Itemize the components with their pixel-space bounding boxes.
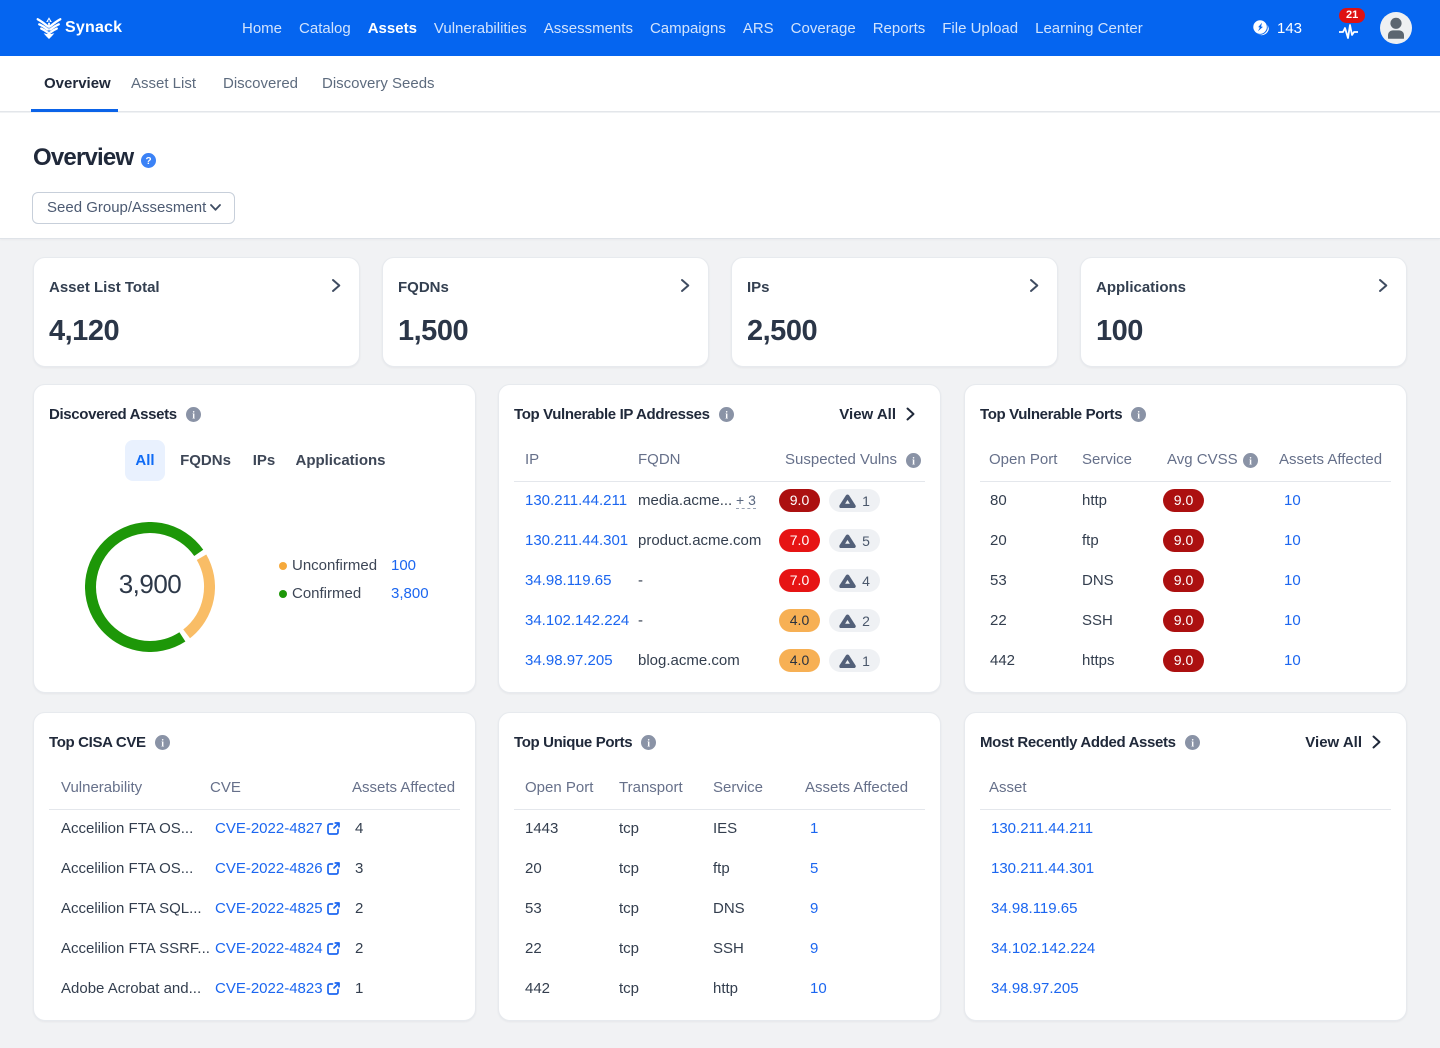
- svg-text:i: i: [1191, 738, 1194, 749]
- svg-text:i: i: [912, 456, 915, 467]
- svg-text:?: ?: [145, 156, 151, 167]
- svg-text:i: i: [1249, 456, 1252, 467]
- svg-text:i: i: [161, 738, 164, 749]
- svg-text:i: i: [725, 410, 728, 421]
- svg-text:i: i: [192, 410, 195, 421]
- svg-text:i: i: [1137, 410, 1140, 421]
- svg-text:i: i: [648, 738, 651, 749]
